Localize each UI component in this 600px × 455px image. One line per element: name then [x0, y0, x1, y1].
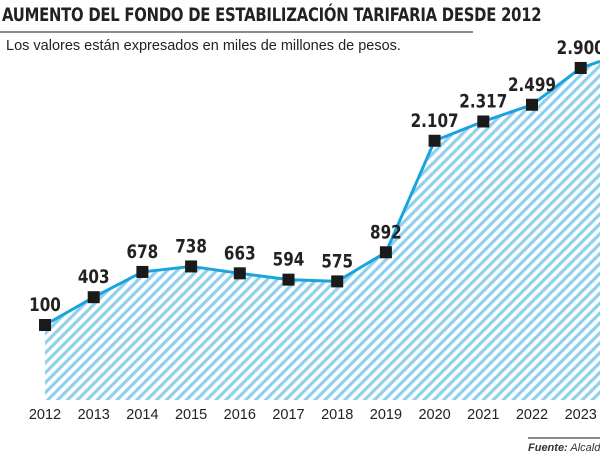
x-tick-label: 2022 — [516, 407, 548, 423]
x-tick-label: 2020 — [418, 407, 450, 423]
title-divider — [0, 31, 473, 33]
data-point-marker — [428, 134, 441, 147]
data-point-marker — [185, 260, 198, 273]
x-tick-label: 2023 — [565, 407, 597, 423]
data-label: 738 — [175, 236, 207, 258]
data-label: 2.317 — [459, 91, 507, 113]
data-label: 403 — [78, 267, 110, 289]
data-label: 2.499 — [508, 74, 556, 96]
x-tick-label: 2016 — [224, 407, 256, 423]
data-label: 892 — [370, 222, 402, 244]
data-label: 678 — [127, 241, 159, 263]
data-label: 663 — [224, 243, 256, 265]
data-label: 575 — [321, 251, 353, 273]
x-tick-label: 2013 — [78, 407, 110, 423]
data-label: 2.900 — [557, 37, 600, 59]
chart-subtitle: Los valores están expresados en miles de… — [6, 38, 401, 54]
data-point-marker — [526, 98, 538, 111]
source-text: Alcaldí — [570, 442, 600, 454]
source-divider — [528, 437, 600, 439]
data-point-marker — [233, 267, 246, 280]
data-label: 100 — [29, 294, 61, 316]
data-label: 2.107 — [411, 110, 459, 132]
x-tick-label: 2017 — [272, 407, 304, 423]
data-point-marker — [331, 275, 344, 288]
x-tick-label: 2019 — [370, 407, 402, 423]
source-label: Fuente: — [528, 442, 568, 454]
x-tick-label: 2014 — [126, 407, 158, 423]
x-tick-label: 2021 — [467, 407, 499, 423]
data-point-marker — [574, 61, 587, 74]
x-tick-label: 2012 — [29, 407, 61, 423]
data-point-marker — [39, 319, 51, 331]
x-tick-label: 2018 — [321, 407, 353, 423]
source-note: Fuente: Alcaldí — [528, 442, 600, 454]
chart-title: AUMENTO DEL FONDO DE ESTABILIZACIÓN TARI… — [2, 4, 542, 26]
x-tick-label: 2015 — [175, 407, 207, 423]
data-point-marker — [87, 291, 100, 304]
data-point-marker — [379, 246, 392, 259]
area-fill — [45, 61, 600, 400]
data-point-marker — [282, 273, 295, 286]
data-point-marker — [136, 265, 149, 278]
data-point-marker — [477, 115, 490, 128]
data-label: 594 — [273, 249, 305, 271]
